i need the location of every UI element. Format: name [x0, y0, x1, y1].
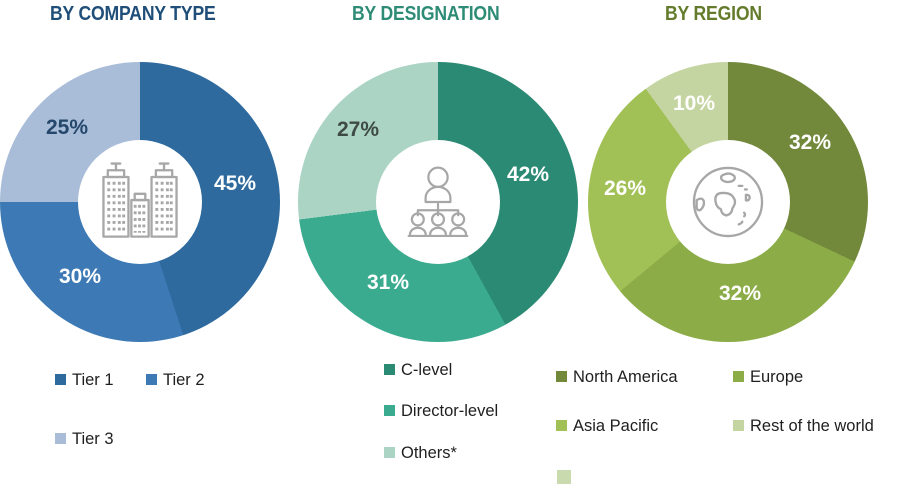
donut-center-region	[666, 140, 790, 264]
legend-item-extra	[557, 467, 571, 484]
legend-label-c-level: C-level	[401, 361, 453, 379]
buildings-icon	[102, 162, 178, 238]
legend-swatch-north-america	[556, 371, 567, 382]
legend-label-tier-1: Tier 1	[72, 371, 114, 389]
pct-label-rest-of-world: 10%	[672, 92, 716, 115]
chart-title-company-type: BY COMPANY TYPE	[50, 3, 216, 25]
legend-swatch-extra	[557, 470, 571, 484]
legend-swatch-asia-pacific	[556, 420, 567, 431]
donut-center-company-type	[78, 140, 202, 264]
legend-swatch-tier-1	[55, 374, 66, 385]
pct-label-director-level: 31%	[366, 271, 410, 294]
legend-swatch-director-level	[384, 405, 395, 416]
org-chart-icon	[407, 166, 469, 238]
legend-label-director-level: Director-level	[401, 402, 499, 420]
donut-center-designation	[376, 140, 500, 264]
legend-item-others: Others*	[384, 444, 457, 462]
legend-item-director-level: Director-level	[384, 402, 498, 420]
legend-label-north-america: North America	[573, 368, 678, 386]
legend-item-europe: Europe	[733, 368, 803, 386]
legend-item-tier-2: Tier 2	[146, 371, 205, 389]
legend-swatch-europe	[733, 371, 744, 382]
pct-label-tier3: 25%	[45, 116, 89, 139]
chart-title-region: BY REGION	[665, 3, 762, 25]
legend-swatch-others	[384, 447, 395, 458]
legend-label-tier-3: Tier 3	[72, 430, 114, 448]
pct-label-others: 27%	[336, 118, 380, 141]
pct-label-europe: 32%	[718, 282, 762, 305]
legend-swatch-tier-2	[146, 374, 157, 385]
chart-title-designation: BY DESIGNATION	[352, 3, 500, 25]
legend-item-tier-3: Tier 3	[55, 430, 114, 448]
legend-item-rest-of-world: Rest of the world	[733, 417, 874, 435]
legend-label-rest-of-world: Rest of the world	[750, 417, 874, 435]
pct-label-north-america: 32%	[788, 131, 832, 154]
legend-label-tier-2: Tier 2	[163, 371, 205, 389]
legend-swatch-rest-of-world	[733, 420, 744, 431]
legend-item-asia-pacific: Asia Pacific	[556, 417, 658, 435]
legend-item-tier-1: Tier 1	[55, 371, 114, 389]
pct-label-asia-pacific: 26%	[603, 177, 647, 200]
legend-item-c-level: C-level	[384, 361, 452, 379]
globe-icon	[692, 166, 764, 238]
pct-label-c-level: 42%	[506, 163, 550, 186]
legend-label-europe: Europe	[750, 368, 804, 386]
legend-label-others: Others*	[401, 444, 457, 462]
legend-swatch-tier-3	[55, 433, 66, 444]
legend-swatch-c-level	[384, 364, 395, 375]
legend-item-north-america: North America	[556, 368, 678, 386]
pct-label-tier1: 45%	[213, 172, 257, 195]
pct-label-tier2: 30%	[58, 265, 102, 288]
legend-label-asia-pacific: Asia Pacific	[573, 417, 659, 435]
